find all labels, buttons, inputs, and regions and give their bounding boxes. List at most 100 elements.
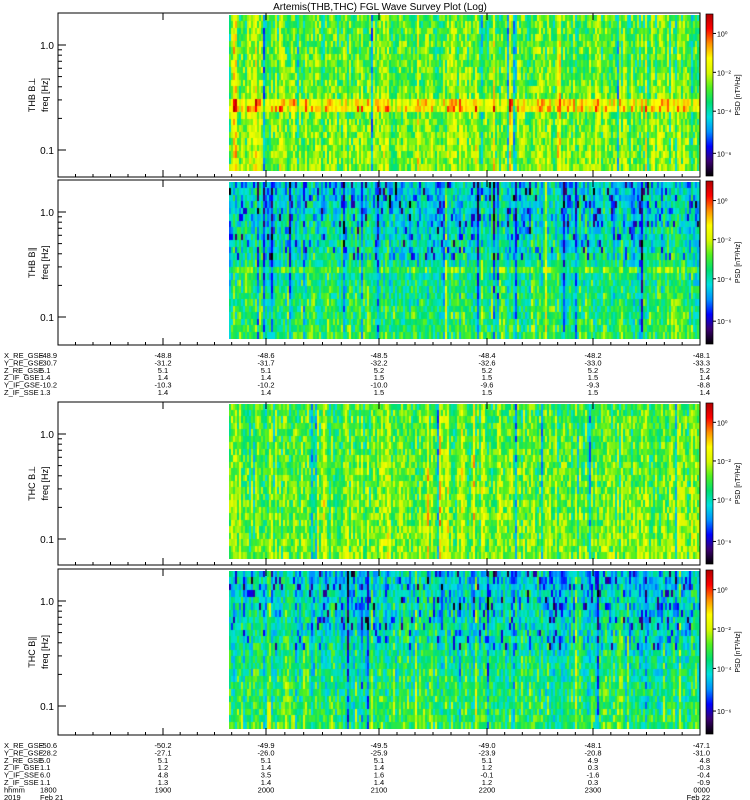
ephemeris-value: -48.2 — [584, 351, 601, 360]
ephemeris-value: 1.2 — [482, 763, 492, 772]
y-axis-probe-label: THB B⊥ — [27, 78, 37, 113]
ephemeris-value: 1.4 — [374, 763, 384, 772]
ephemeris-value: 5.1 — [261, 366, 271, 375]
colorbar — [705, 569, 714, 735]
y-axis-probe-label: THC B∥ — [27, 636, 37, 668]
ephemeris-value: 1.5 — [588, 388, 598, 397]
ephemeris-value: -10.3 — [154, 381, 171, 390]
colorbar-tick-label: 10⁰ — [717, 198, 728, 206]
ephemeris-value: 1.2 — [482, 778, 492, 787]
ephemeris-value: 2100 — [371, 785, 388, 794]
ephemeris-value: -48.6 — [257, 351, 274, 360]
spectrogram-image — [229, 571, 700, 729]
y-tick-label: 1.0 — [40, 430, 54, 441]
ephemeris-value: 5.1 — [482, 756, 492, 765]
ephemeris-value: 0.3 — [588, 763, 598, 772]
ephemeris-value: 1.5 — [588, 373, 598, 382]
ephemeris-value: -32.2 — [370, 358, 387, 367]
ephemeris-value: 5.1 — [158, 756, 168, 765]
ephemeris-value: -31.0 — [693, 748, 710, 757]
ephemeris-value: 1.5 — [482, 388, 492, 397]
ephemeris-value: 1.1 — [40, 763, 50, 772]
ephemeris-value: -48.1 — [693, 351, 710, 360]
ephemeris-value: 6.0 — [40, 771, 50, 780]
ephemeris-value: -25.9 — [370, 748, 387, 757]
ephemeris-value: -27.1 — [154, 748, 171, 757]
ephemeris-value: 5.2 — [588, 366, 598, 375]
ephemeris-value: -50.2 — [154, 741, 171, 750]
colorbar-label: PSD [nT²/Hz] — [735, 463, 742, 504]
ephemeris-value: -48.5 — [370, 351, 387, 360]
spectrogram-image — [229, 15, 700, 171]
ephemeris-value: 5.2 — [700, 366, 710, 375]
colorbar-tick-label: 10⁰ — [717, 587, 728, 595]
y-axis-probe-label: THC B⊥ — [27, 466, 37, 501]
colorbar-tick-label: 10⁰ — [717, 30, 728, 38]
ephemeris-value: 5.1 — [158, 366, 168, 375]
ephemeris-value: 3.5 — [261, 771, 271, 780]
ephemeris-value: -48.4 — [478, 351, 495, 360]
ephemeris-value: 1.2 — [158, 763, 168, 772]
ephemeris-value: -47.1 — [693, 741, 710, 750]
ephemeris-value: 5.1 — [374, 756, 384, 765]
ephemeris-table: X_RE_GSE-48.9 -48.8 -48.6 -48.5 -48.4 -48.2 -4… — [4, 351, 710, 397]
y-axis-unit-label: freq [Hz] — [40, 635, 50, 669]
ephemeris-value: -32.6 — [478, 358, 495, 367]
y-axis-unit-label: freq [Hz] — [40, 78, 50, 112]
colorbar — [705, 402, 714, 565]
colorbar-tick-label: 10⁻² — [717, 459, 731, 466]
ephemeris-value: 4.9 — [588, 756, 598, 765]
ephemeris-table: X_RE_GSE-50.6 -50.2 -49.9 -49.5 -49.0 -48.1 -4… — [4, 741, 710, 800]
ephemeris-value: 1800 — [40, 785, 57, 794]
spectrogram-image — [229, 182, 700, 339]
ephemeris-value: -50.6 — [40, 741, 57, 750]
ephemeris-value: 5.2 — [482, 366, 492, 375]
ephemeris-value: 1.4 — [158, 388, 168, 397]
colorbar-tick-label: 10⁻⁴ — [717, 109, 732, 116]
colorbar-tick-label: 10⁻⁴ — [717, 277, 732, 284]
ephemeris-value: -28.2 — [40, 748, 57, 757]
colorbar-tick-label: 10⁻⁶ — [717, 319, 731, 326]
ephemeris-row-label: X_RE_GSE — [4, 351, 44, 360]
ephemeris-value: 1.5 — [374, 388, 384, 397]
y-tick-label: 0.1 — [40, 702, 54, 713]
spectrogram-panel: 1.0 0.1 THC B⊥ freq [Hz] 10⁰ 10⁻² 10⁻⁴ 10⁻⁶ PSD … — [27, 401, 742, 566]
ephemeris-value: -33.3 — [693, 358, 710, 367]
ephemeris-value: 1.4 — [261, 763, 271, 772]
ephemeris-value: -9.3 — [587, 381, 600, 390]
ephemeris-row-label: Z_RE_GSE — [4, 756, 43, 765]
ephemeris-value: 0.3 — [588, 778, 598, 787]
ephemeris-value: 5.0 — [40, 756, 50, 765]
ephemeris-value: -0.1 — [481, 771, 494, 780]
ephemeris-row-label: Z_IF_SSE — [4, 778, 39, 787]
colorbar-tick-label: 10⁻⁶ — [717, 709, 731, 716]
ephemeris-value: -0.9 — [697, 778, 710, 787]
colorbar-tick-label: 10⁻² — [717, 70, 731, 77]
ephemeris-value: 4.8 — [158, 771, 168, 780]
ephemeris-value: 4.8 — [700, 756, 710, 765]
ephemeris-value: -33.0 — [584, 358, 601, 367]
colorbar-tick-label: 10⁻⁴ — [717, 498, 732, 505]
ephemeris-value: -10.2 — [40, 381, 57, 390]
ephemeris-row-label: Z_RE_GSE — [4, 366, 43, 375]
ephemeris-value: 1.5 — [374, 373, 384, 382]
ephemeris-value: -10.2 — [257, 381, 274, 390]
ephemeris-row-label: hhmm — [4, 785, 25, 794]
ephemeris-row-label: Z_IF_GSE — [4, 763, 39, 772]
ephemeris-value: -48.9 — [40, 351, 57, 360]
ephemeris-value: 1900 — [155, 785, 172, 794]
y-tick-label: 1.0 — [40, 208, 54, 219]
ephemeris-value: Feb 21 — [40, 793, 63, 800]
ephemeris-value: 1.3 — [40, 388, 50, 397]
ephemeris-value: 2300 — [585, 785, 602, 794]
spectrogram-panel: 1.0 0.1 THB B∥ freq [Hz] 10⁰ 10⁻² 10⁻⁴ 10⁻⁶ PSD … — [27, 179, 742, 346]
y-axis-unit-label: freq [Hz] — [40, 466, 50, 500]
ephemeris-value: -49.9 — [257, 741, 274, 750]
ephemeris-value: 1.4 — [374, 778, 384, 787]
y-tick-label: 0.1 — [40, 313, 54, 324]
ephemeris-row-label: Z_IF_SSE — [4, 388, 39, 397]
ephemeris-value: -48.8 — [154, 351, 171, 360]
colorbar-label: PSD [nT²/Hz] — [735, 242, 742, 283]
ephemeris-value: 1.3 — [158, 778, 168, 787]
